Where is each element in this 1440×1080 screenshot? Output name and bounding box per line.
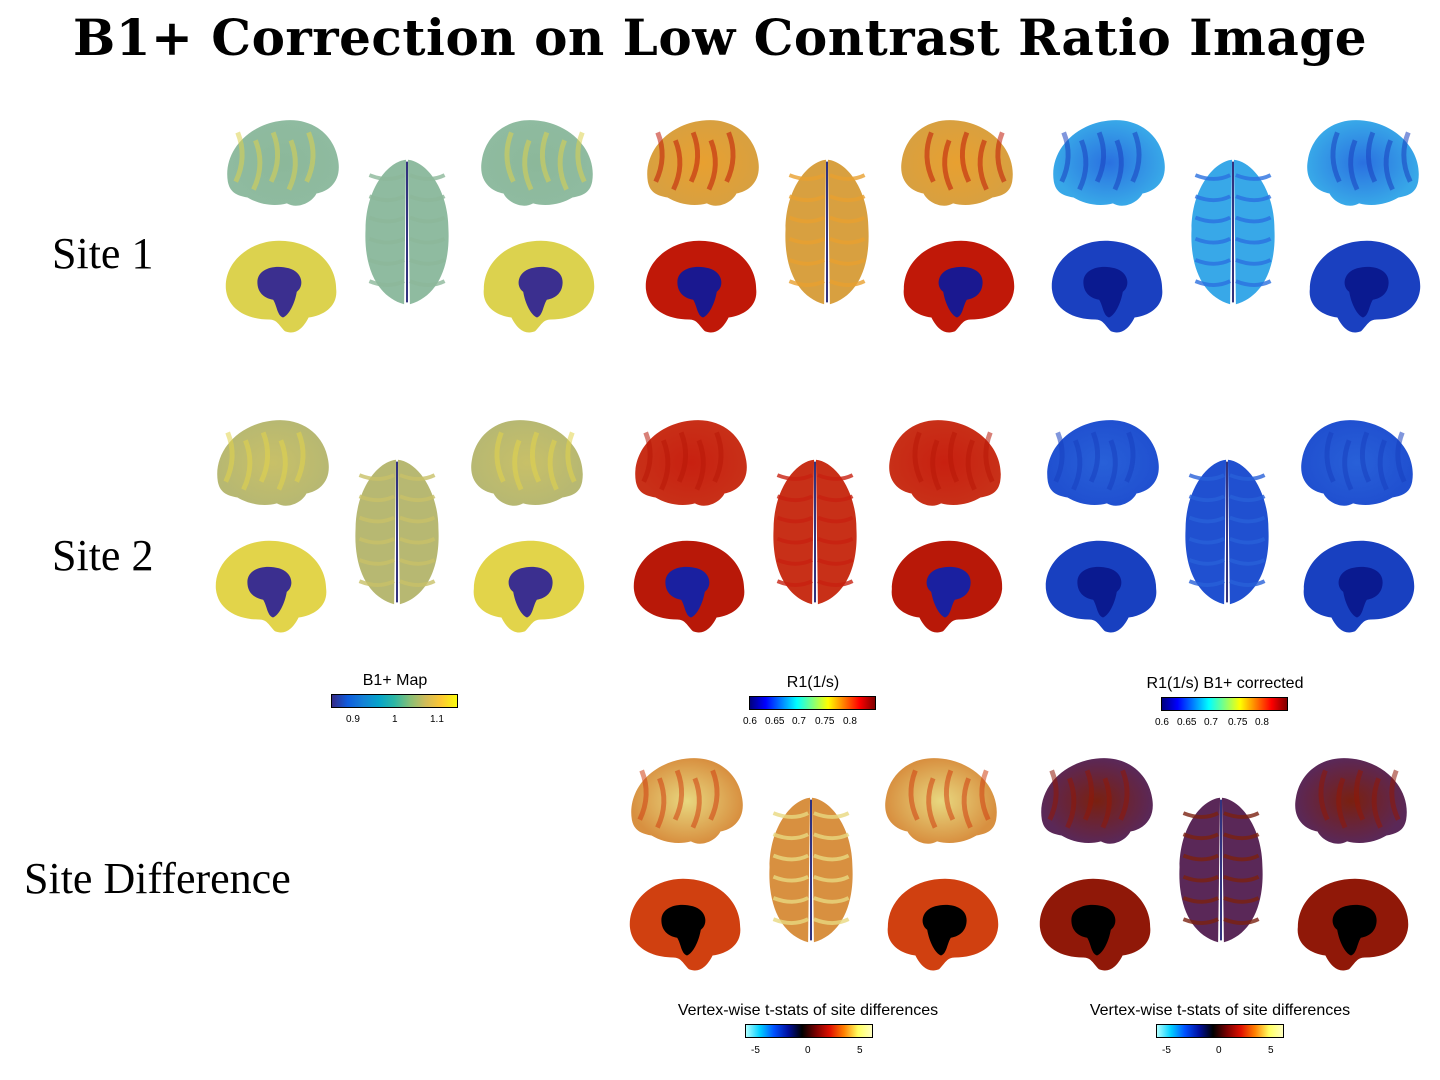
brain-medial-r-diff1 (887, 878, 999, 971)
brain-medial-diff2 (1039, 878, 1151, 971)
brain-medial-b1-site1 (225, 240, 337, 333)
figure-title: B1+ Correction on Low Contrast Ratio Ima… (72, 8, 1368, 67)
brain-dorsal-diff2 (1179, 797, 1263, 943)
brain-dorsal-r1-site1 (785, 159, 869, 305)
colorbar-t2-title: Vertex-wise t-stats of site differences (1089, 1002, 1351, 1019)
row-label-site1: Site 1 (52, 229, 154, 278)
brain-medial-r1c-site1 (1051, 240, 1163, 333)
colorbar-r1c-tick: 0.75 (1228, 717, 1248, 728)
colorbar-t1-strip (745, 1024, 873, 1038)
colorbar-t1-tick: 0 (805, 1045, 811, 1056)
colorbar-t2-tick: 5 (1268, 1045, 1274, 1056)
colorbar-t2-strip (1156, 1024, 1284, 1038)
brain-dorsal-diff1 (769, 797, 853, 943)
colorbar-b1-strip (331, 694, 458, 708)
colorbar-b1-tick: 0.9 (346, 714, 360, 725)
brain-medial-r-b1-site2 (473, 540, 585, 633)
brain-medial-b1-site2 (215, 540, 327, 633)
colorbar-r1-tick: 0.8 (843, 716, 857, 727)
colorbar-t2-tick: -5 (1162, 1045, 1171, 1056)
colorbar-r1-tick: 0.65 (765, 716, 785, 727)
brain-dorsal-r1c-site1 (1191, 159, 1275, 305)
brain-lateral-r-b1-site1 (481, 120, 593, 206)
colorbar-r1-strip (749, 696, 876, 710)
colorbar-r1c-tick: 0.8 (1255, 717, 1269, 728)
brain-medial-r-diff2 (1297, 878, 1409, 971)
colorbar-t1-title: Vertex-wise t-stats of site differences (677, 1002, 939, 1019)
colorbar-r1c-tick: 0.7 (1204, 717, 1218, 728)
brain-dorsal-b1-site2 (355, 459, 439, 605)
brain-lateral-r-diff1 (885, 758, 997, 844)
colorbar-b1-title: B1+ Map (362, 672, 428, 689)
brain-medial-r-r1-site2 (891, 540, 1003, 633)
colorbar-t1-tick: 5 (857, 1045, 863, 1056)
brain-lateral-diff1 (631, 758, 743, 844)
colorbar-t2-tick: 0 (1216, 1045, 1222, 1056)
brain-lateral-r-diff2 (1295, 758, 1407, 844)
colorbar-r1-title: R1(1/s) (786, 674, 840, 691)
colorbar-b1-tick: 1.1 (430, 714, 444, 725)
colorbar-r1c-tick: 0.65 (1177, 717, 1197, 728)
brain-lateral-b1-site1 (227, 120, 339, 206)
brain-lateral-r-r1-site2 (889, 420, 1001, 506)
brain-medial-r1-site2 (633, 540, 745, 633)
colorbar-r1-tick: 0.75 (815, 716, 835, 727)
colorbar-r1c-strip (1161, 697, 1288, 711)
colorbar-r1c-tick: 0.6 (1155, 717, 1169, 728)
brain-dorsal-r1c-site2 (1185, 459, 1269, 605)
colorbar-r1c-title: R1(1/s) B1+ corrected (1146, 675, 1304, 692)
brain-lateral-r-r1c-site1 (1307, 120, 1419, 206)
brain-medial-diff1 (629, 878, 741, 971)
colorbar-b1-tick: 1 (392, 714, 398, 725)
brain-lateral-r-r1c-site2 (1301, 420, 1413, 506)
brain-medial-r-r1c-site2 (1303, 540, 1415, 633)
brain-lateral-r1-site2 (635, 420, 747, 506)
brain-medial-r-r1c-site1 (1309, 240, 1421, 333)
colorbar-r1-tick: 0.7 (792, 716, 806, 727)
row-label-site2: Site 2 (52, 531, 154, 580)
brain-lateral-r-r1-site1 (901, 120, 1013, 206)
brain-dorsal-r1-site2 (773, 459, 857, 605)
brain-lateral-r-b1-site2 (471, 420, 583, 506)
brain-lateral-r1-site1 (647, 120, 759, 206)
brain-dorsal-b1-site1 (365, 159, 449, 305)
brain-lateral-diff2 (1041, 758, 1153, 844)
row-label-site-difference: Site Difference (24, 854, 291, 903)
brain-medial-r1-site1 (645, 240, 757, 333)
brain-lateral-r1c-site2 (1047, 420, 1159, 506)
brain-medial-r-b1-site1 (483, 240, 595, 333)
colorbar-t1-tick: -5 (751, 1045, 760, 1056)
colorbar-r1-tick: 0.6 (743, 716, 757, 727)
brain-medial-r-r1-site1 (903, 240, 1015, 333)
brain-medial-r1c-site2 (1045, 540, 1157, 633)
brain-lateral-b1-site2 (217, 420, 329, 506)
brain-lateral-r1c-site1 (1053, 120, 1165, 206)
